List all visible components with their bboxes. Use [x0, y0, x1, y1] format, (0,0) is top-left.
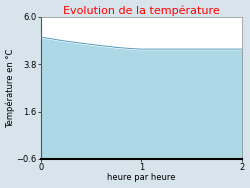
- Y-axis label: Température en °C: Température en °C: [6, 48, 15, 127]
- Title: Evolution de la température: Evolution de la température: [63, 6, 220, 16]
- X-axis label: heure par heure: heure par heure: [107, 174, 176, 182]
